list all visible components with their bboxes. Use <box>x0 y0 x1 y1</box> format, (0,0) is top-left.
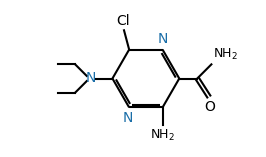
Text: Cl: Cl <box>116 14 130 28</box>
Text: O: O <box>205 100 215 114</box>
Text: N: N <box>157 32 168 46</box>
Text: NH$_2$: NH$_2$ <box>213 47 238 62</box>
Text: NH$_2$: NH$_2$ <box>150 128 175 143</box>
Text: N: N <box>123 111 133 125</box>
Text: N: N <box>85 71 96 86</box>
